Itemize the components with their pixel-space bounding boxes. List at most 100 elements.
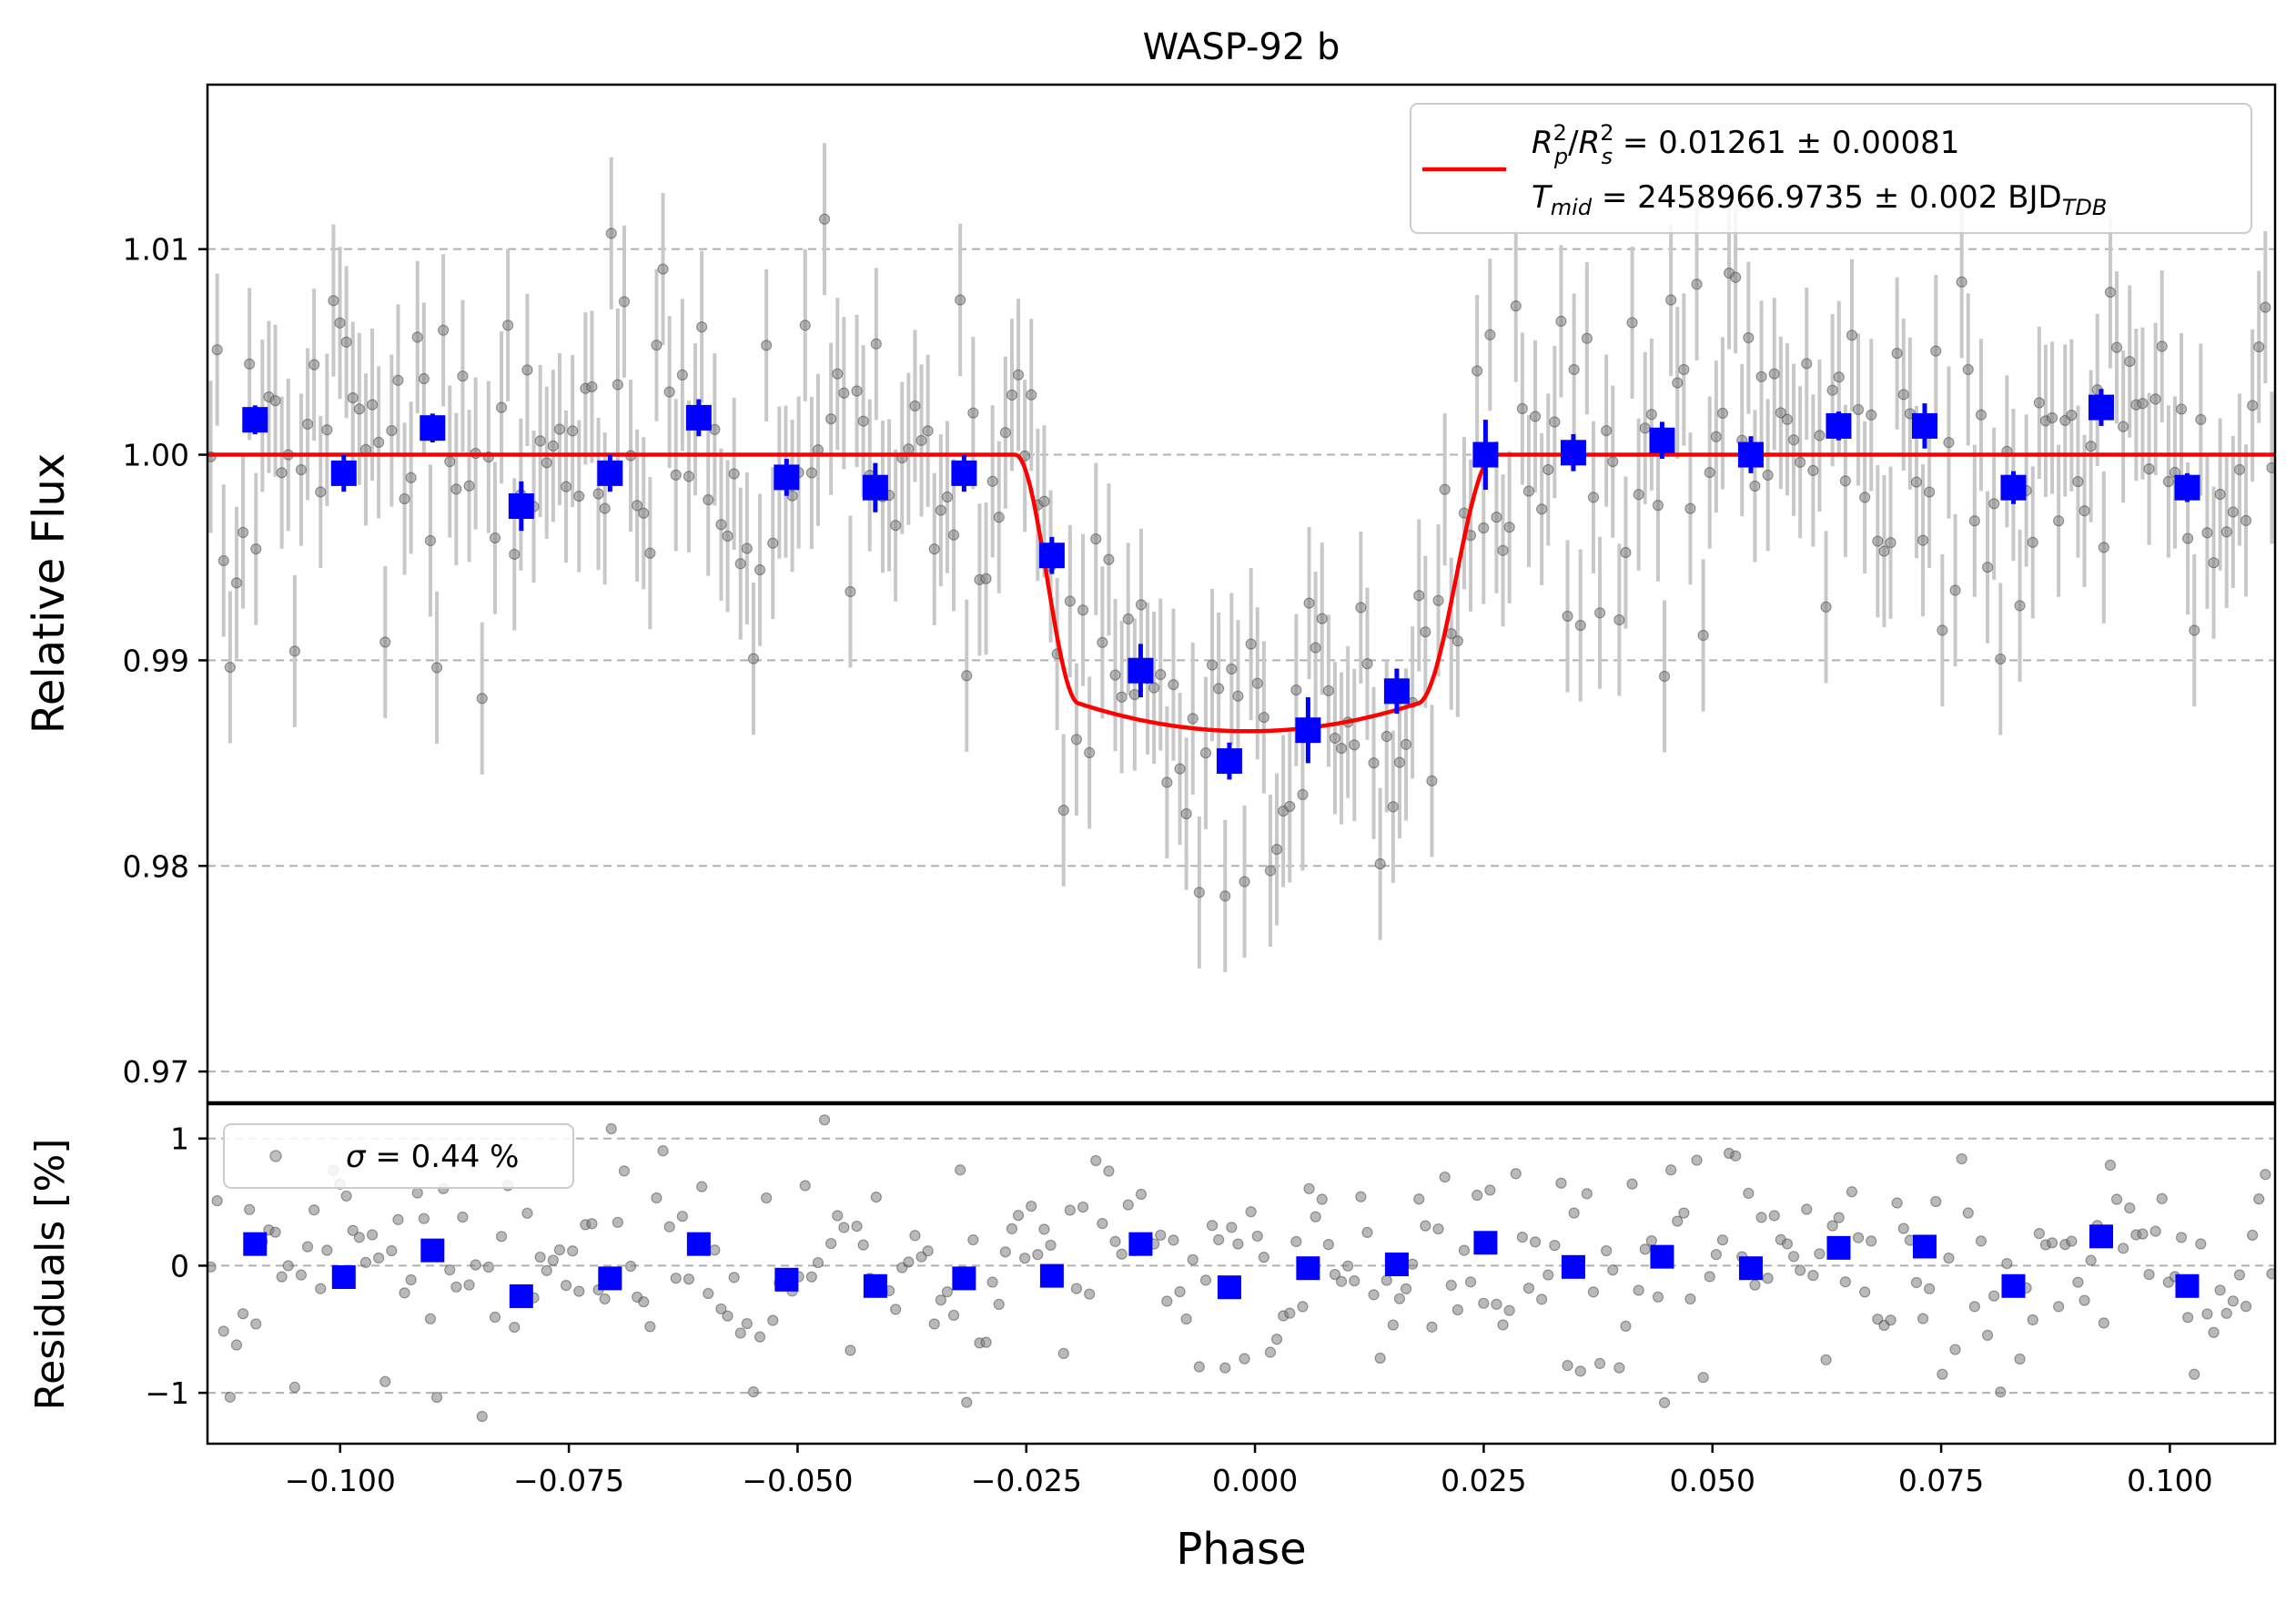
binned-point [1128,657,1154,684]
top-y-tick-label: 1.00 [123,438,189,473]
binned-residual [1384,1253,1409,1277]
raw-residual [1310,1211,1321,1223]
raw-point [1852,403,1865,416]
raw-point [1949,584,1961,596]
raw-point [1593,607,1606,619]
raw-residual [1833,1212,1845,1223]
raw-residual [1400,1283,1412,1294]
residual-legend-box [223,1123,574,1189]
raw-residual [1626,1178,1638,1190]
raw-point [547,440,559,451]
raw-residual [2118,1243,2129,1254]
raw-point [928,543,940,555]
raw-residual [207,1261,217,1273]
raw-residual [1743,1187,1755,1200]
raw-residual [1420,1220,1431,1232]
raw-residual [1368,1289,1380,1301]
binned-residual-points [243,1224,2200,1308]
raw-point [1866,409,1877,421]
raw-point [379,636,391,648]
raw-residual [599,1293,611,1305]
raw-residual [955,1164,966,1176]
raw-point [217,554,229,567]
binned-point [2000,474,2027,501]
raw-residual [1413,1193,1425,1205]
raw-residual [1349,1275,1360,1287]
raw-point [1678,363,1690,376]
raw-point [1374,857,1386,870]
raw-residual [230,1339,243,1351]
raw-point [2014,600,2026,612]
raw-point [250,543,262,555]
raw-residual [1968,1301,1980,1313]
raw-residual [1381,1274,1392,1286]
raw-point [1795,456,1806,468]
raw-point [605,228,617,239]
raw-point [509,548,521,561]
raw-residual [1077,1201,1089,1213]
binned-residual [598,1266,622,1291]
raw-point [1658,670,1671,683]
raw-point [612,379,623,391]
top-y-axis-label: Relative Flux [24,453,75,735]
raw-residual [1762,1273,1774,1284]
raw-point [1787,434,1800,446]
raw-point [438,324,450,336]
raw-point [586,380,598,393]
raw-residual [1258,1252,1269,1263]
raw-residual [999,1246,1011,1258]
raw-residual [1536,1294,1548,1305]
raw-point [534,435,546,447]
raw-point [747,653,760,665]
raw-residual [1103,1165,1115,1177]
x-tick-label: −0.100 [285,1463,396,1498]
raw-residual [1439,1171,1451,1183]
raw-point [980,573,992,584]
raw-point [903,443,915,455]
raw-residual [1174,1285,1186,1298]
raw-point [1057,805,1069,817]
raw-residual [211,1194,223,1207]
raw-point [2110,341,2123,353]
raw-point [269,395,281,407]
raw-point [1148,682,1160,694]
raw-point [870,338,882,350]
raw-point [1762,469,1774,482]
raw-residual [986,1276,998,1288]
raw-residual [1245,1206,1257,1218]
raw-point [2260,301,2271,313]
binned-point [1826,412,1852,439]
raw-residual [2260,1169,2271,1181]
raw-residual [722,1310,733,1322]
raw-residual [890,1304,902,1315]
raw-residual [392,1213,404,1225]
raw-residual [1716,1234,1729,1246]
binned-point [1560,440,1586,466]
raw-point [644,547,656,559]
raw-point [2079,505,2090,517]
raw-residual [1607,1264,1619,1276]
raw-point [1801,358,1813,370]
raw-point [1878,545,1890,557]
raw-point [1368,757,1380,769]
raw-point [328,295,339,307]
raw-point [2189,624,2200,636]
raw-residual [386,1244,398,1257]
raw-point [1885,537,1896,549]
raw-point [1910,476,1923,488]
raw-point [851,385,863,397]
residual-y-tick-label: −1 [145,1375,189,1411]
top-y-tick-label: 0.97 [123,1054,189,1090]
raw-point [1426,775,1438,786]
raw-residual [1219,1362,1231,1374]
raw-residual [534,1251,546,1263]
raw-point [890,520,902,532]
raw-residual [450,1281,462,1293]
raw-point [703,493,714,506]
binned-residual [1561,1254,1585,1279]
raw-point [1749,480,1761,492]
raw-point [340,336,352,348]
raw-point [1781,413,1794,425]
raw-point [1639,422,1651,434]
raw-point [1109,669,1121,681]
